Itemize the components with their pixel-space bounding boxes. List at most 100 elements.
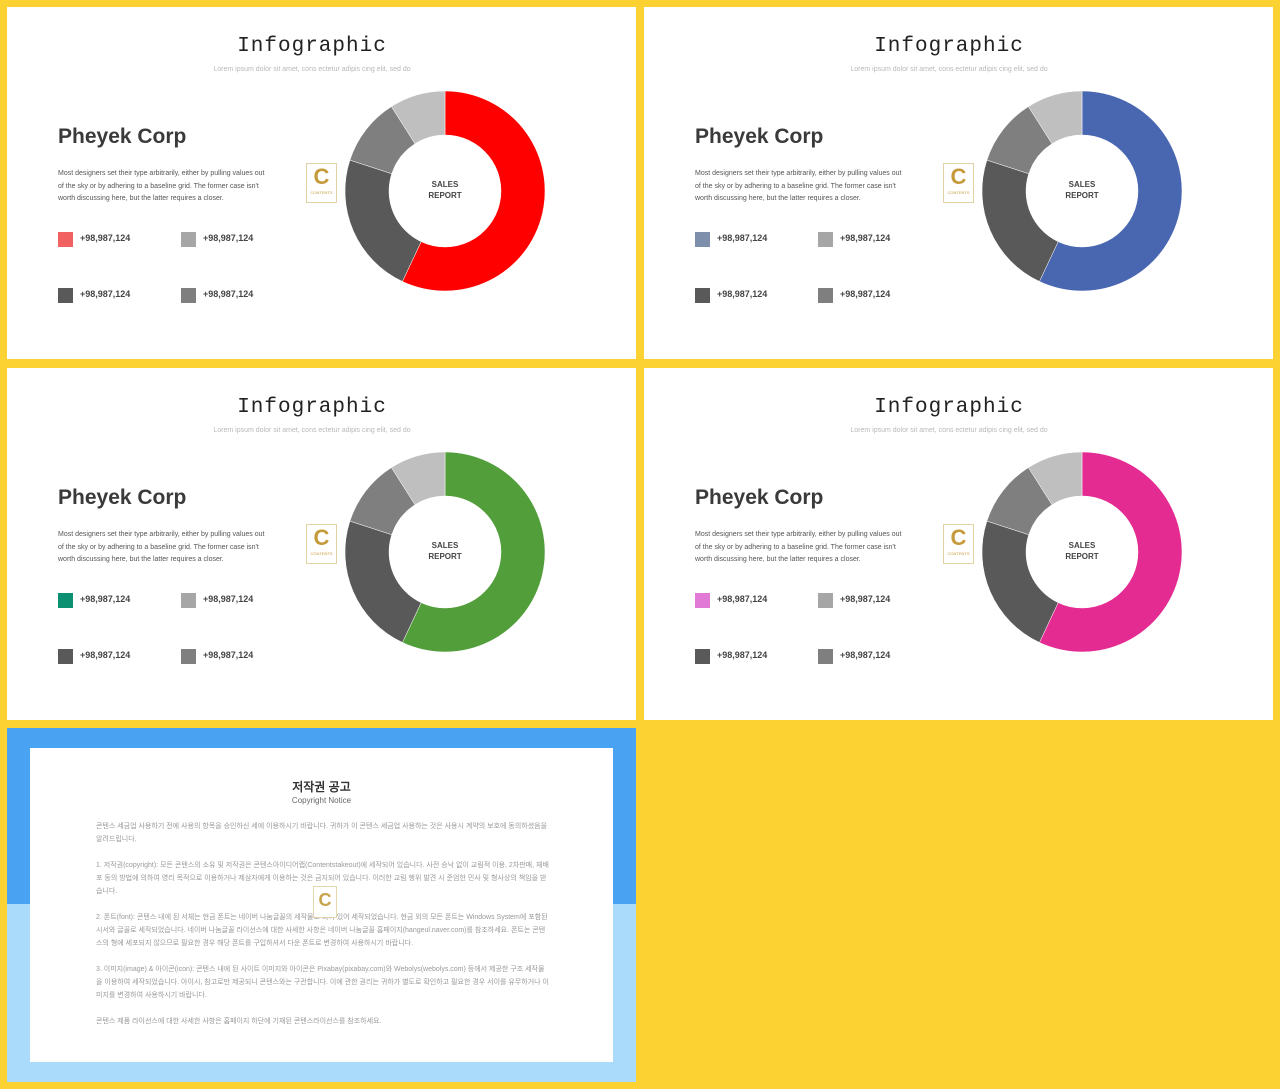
- center-label-line: SALES: [431, 541, 459, 550]
- legend-swatch: [58, 649, 73, 664]
- infographic-slide: Infographic Lorem ipsum dolor sit amet, c…: [7, 7, 636, 359]
- company-name: Pheyek Corp: [58, 125, 187, 148]
- legend-value: +98,987,124: [80, 289, 131, 299]
- slide-title: Infographic: [237, 35, 387, 58]
- slide-title: Infographic: [874, 35, 1024, 58]
- legend-value: +98,987,124: [203, 289, 254, 299]
- legend-swatch: [58, 593, 73, 608]
- contents-logo: C CONTENTS: [306, 524, 337, 564]
- center-label-line: REPORT: [428, 191, 462, 200]
- notice-body: 콘텐스 세금업 사용하기 전에 사용의 항목을 승인하신 세에 이용하시기 바랍…: [96, 820, 549, 1041]
- notice-title: 저작권 공고: [292, 780, 351, 794]
- donut-chart: [345, 91, 545, 291]
- notice-paragraph: 콘텐스 제품 라이선스에 대한 사세한 사항은 홈페이지 하단에 기재된 콘텐스…: [96, 1018, 382, 1025]
- slide-title: Infographic: [237, 396, 387, 419]
- legend-value: +98,987,124: [203, 233, 254, 243]
- donut-center-label: SALES REPORT: [1032, 179, 1132, 201]
- donut-chart: [982, 452, 1182, 652]
- legend-value: +98,987,124: [80, 650, 131, 660]
- legend-value: +98,987,124: [80, 594, 131, 604]
- logo-letter: C: [313, 525, 330, 550]
- donut-slice: [402, 91, 545, 291]
- donut-slice: [391, 452, 446, 506]
- legend-swatch: [181, 288, 196, 303]
- donut-chart: [982, 91, 1182, 291]
- donut-slice: [982, 159, 1059, 282]
- slide-subtitle: Lorem ipsum dolor sit amet, cons ectetur…: [850, 66, 1048, 73]
- center-label-line: SALES: [1068, 541, 1096, 550]
- legend-swatch: [695, 649, 710, 664]
- slide-description: Most designers set their type arbitraril…: [58, 170, 265, 202]
- legend-swatch: [695, 593, 710, 608]
- contents-logo: C CONTENTS: [943, 163, 974, 203]
- legend-value: +98,987,124: [203, 650, 254, 660]
- notice-paragraph: 콘텐스 세금업 사용하기 전에 사용의 항목을 승인하신 세에 이용하시기 바랍…: [96, 823, 548, 843]
- center-label-line: REPORT: [1065, 191, 1099, 200]
- donut-slice: [982, 520, 1059, 643]
- legend-swatch: [695, 232, 710, 247]
- legend-swatch: [58, 288, 73, 303]
- donut-center-label: SALES REPORT: [395, 540, 495, 562]
- logo-text: CONTENTS: [310, 190, 333, 195]
- donut-slice: [345, 520, 422, 643]
- notice-card: 저작권 공고 Copyright Notice 콘텐스 세금업 사용하기 전에 …: [30, 748, 613, 1062]
- legend-swatch: [181, 232, 196, 247]
- legend-value: +98,987,124: [840, 594, 891, 604]
- donut-slice: [1039, 91, 1182, 291]
- company-name: Pheyek Corp: [695, 125, 824, 148]
- contents-logo: C CONTENTS: [943, 524, 974, 564]
- slide-description: Most designers set their type arbitraril…: [58, 531, 265, 563]
- logo-letter: C: [950, 164, 967, 189]
- center-label-line: SALES: [1068, 180, 1096, 189]
- slide-title: Infographic: [874, 396, 1024, 419]
- donut-slice: [1028, 452, 1083, 506]
- legend-value: +98,987,124: [840, 233, 891, 243]
- slide-description: Most designers set their type arbitraril…: [695, 170, 902, 202]
- legend-swatch: [818, 649, 833, 664]
- watermark-logo: C: [313, 886, 337, 918]
- legend-value: +98,987,124: [717, 233, 768, 243]
- slide-subtitle: Lorem ipsum dolor sit amet, cons ectetur…: [213, 66, 411, 73]
- legend-value: +98,987,124: [840, 650, 891, 660]
- donut-slice: [391, 91, 446, 145]
- center-label-line: SALES: [431, 180, 459, 189]
- notice-paragraph: 1. 저작권(copyright): 모든 콘텐스의 소유 및 저작권은 콘텐스…: [96, 862, 549, 895]
- legend-swatch: [181, 593, 196, 608]
- legend-swatch: [818, 593, 833, 608]
- legend-value: +98,987,124: [717, 650, 768, 660]
- slide-subtitle: Lorem ipsum dolor sit amet, cons ectetur…: [213, 427, 411, 434]
- legend-swatch: [695, 288, 710, 303]
- legend-swatch: [58, 232, 73, 247]
- center-label-line: REPORT: [1065, 552, 1099, 561]
- donut-slice: [1039, 452, 1182, 652]
- center-label-line: REPORT: [428, 552, 462, 561]
- legend-swatch: [818, 288, 833, 303]
- donut-chart: [345, 452, 545, 652]
- legend-swatch: [818, 232, 833, 247]
- logo-letter: C: [950, 525, 967, 550]
- copyright-notice-panel: 저작권 공고 Copyright Notice 콘텐스 세금업 사용하기 전에 …: [7, 728, 636, 1082]
- slide-subtitle: Lorem ipsum dolor sit amet, cons ectetur…: [850, 427, 1048, 434]
- donut-slice: [402, 452, 545, 652]
- logo-text: CONTENTS: [947, 190, 970, 195]
- legend-value: +98,987,124: [840, 289, 891, 299]
- contents-logo: C CONTENTS: [306, 163, 337, 203]
- logo-letter: C: [318, 890, 332, 910]
- slide-description: Most designers set their type arbitraril…: [695, 531, 902, 563]
- donut-center-label: SALES REPORT: [1032, 540, 1132, 562]
- donut-slice: [345, 159, 422, 282]
- legend-swatch: [181, 649, 196, 664]
- donut-slice: [1028, 91, 1083, 145]
- infographic-slide: Infographic Lorem ipsum dolor sit amet, c…: [7, 368, 636, 720]
- donut-center-label: SALES REPORT: [395, 179, 495, 201]
- legend-value: +98,987,124: [80, 233, 131, 243]
- notice-subtitle: Copyright Notice: [291, 796, 352, 805]
- logo-text: CONTENTS: [947, 551, 970, 556]
- company-name: Pheyek Corp: [695, 486, 824, 509]
- notice-paragraph: 3. 이미지(image) & 아이콘(icon): 콘텐스 내에 된 사이트 …: [96, 966, 549, 999]
- legend-value: +98,987,124: [717, 289, 768, 299]
- legend-value: +98,987,124: [203, 594, 254, 604]
- legend-value: +98,987,124: [717, 594, 768, 604]
- company-name: Pheyek Corp: [58, 486, 187, 509]
- infographic-slide: Infographic Lorem ipsum dolor sit amet, c…: [644, 368, 1273, 720]
